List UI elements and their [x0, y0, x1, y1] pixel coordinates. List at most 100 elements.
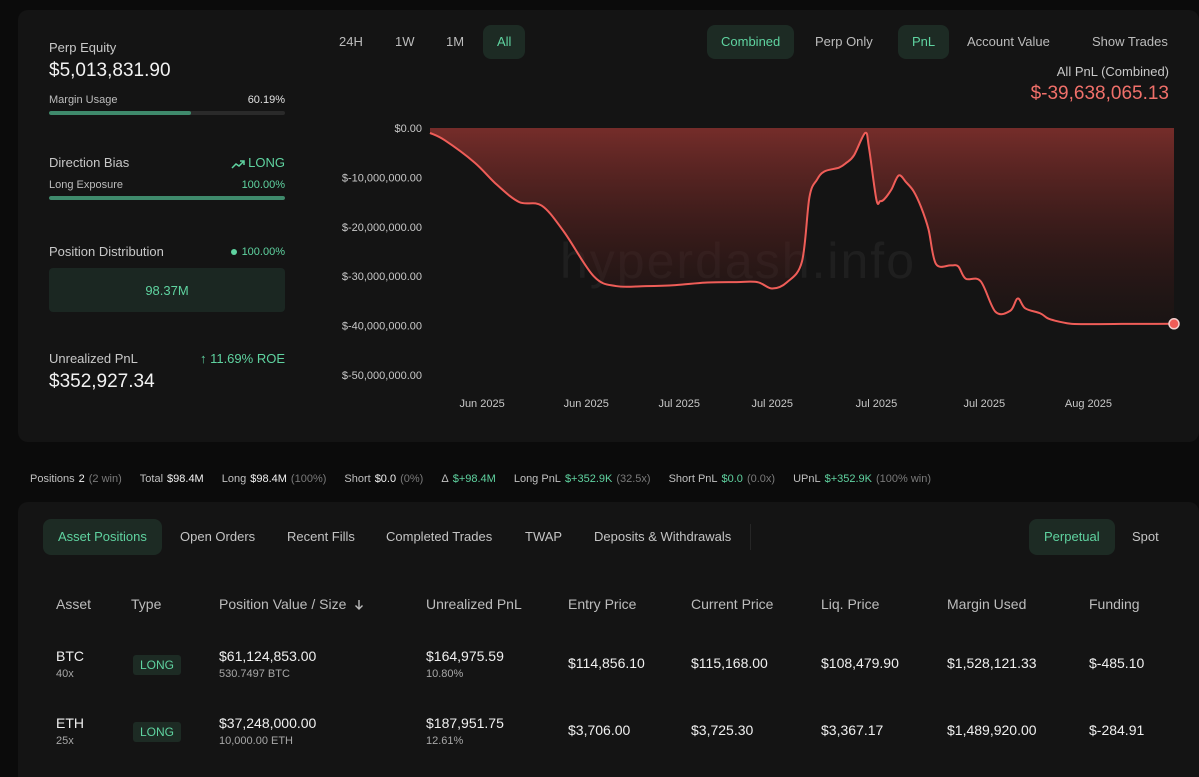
x-tick-label: Jul 2025	[856, 398, 898, 410]
summary-long-pnl: Long PnL $+352.9K (32.5x)	[513, 473, 651, 485]
col-funding[interactable]: Funding	[1089, 596, 1140, 612]
row-type-badge: LONG	[133, 722, 182, 742]
position-distribution-bar[interactable]: 98.37M	[49, 268, 285, 312]
summary-delta: Δ $+98.4M	[441, 473, 496, 485]
x-tick-label: Jun 2025	[564, 398, 609, 410]
mode-perp-only-button[interactable]: Perp Only	[815, 34, 873, 49]
summary-short: Short $0.0 (0%)	[344, 473, 424, 485]
tab-divider	[750, 524, 751, 550]
pnl-end-marker	[1168, 318, 1180, 330]
position-distribution-value-wrap: 100.00%	[230, 245, 285, 258]
tab-completed-trades[interactable]: Completed Trades	[386, 529, 493, 544]
summary-short-pnl: Short PnL $0.0 (0.0x)	[668, 473, 776, 485]
range-all-button[interactable]: All	[483, 25, 526, 59]
y-tick-label: $-30,000,000.00	[342, 271, 422, 283]
perp-equity-label: Perp Equity	[49, 40, 117, 55]
row-current-price: $3,725.30	[691, 722, 754, 738]
tab-perpetual[interactable]: Perpetual	[1029, 519, 1115, 555]
y-tick-label: $-50,000,000.00	[342, 370, 422, 382]
col-margin-used[interactable]: Margin Used	[947, 596, 1027, 612]
tab-twap[interactable]: TWAP	[525, 529, 563, 544]
row-upnl: $164,975.59	[426, 648, 504, 664]
row-margin-used: $1,489,920.00	[947, 722, 1037, 738]
tab-open-orders[interactable]: Open Orders	[180, 529, 256, 544]
pnl-chart[interactable]: $0.00 $-10,000,000.00 $-20,000,000.00 $-30,…	[300, 110, 1180, 415]
chart-title: All PnL (Combined)	[1056, 64, 1169, 79]
summary-positions: Positions 2 (2 win)	[30, 473, 122, 485]
position-distribution-value: 100.00%	[241, 245, 285, 258]
direction-bias-label: Direction Bias	[49, 155, 130, 170]
roe-value: 11.69% ROE	[210, 351, 285, 366]
direction-bias-value: LONG	[248, 155, 285, 170]
positions-summary: Positions 2 (2 win) Total $98.4M Long $98.4M…	[30, 473, 949, 485]
metric-pnl-button[interactable]: PnL	[898, 25, 950, 59]
pnl-area	[430, 128, 1174, 325]
show-trades-button[interactable]: Show Trades	[1092, 34, 1168, 49]
range-1w-button[interactable]: 1W	[395, 34, 415, 49]
col-type[interactable]: Type	[131, 596, 162, 612]
roe-badge: ↑ 11.69% ROE	[200, 351, 285, 366]
row-asset[interactable]: BTC	[56, 648, 84, 664]
x-tick-label: Aug 2025	[1065, 398, 1112, 410]
perp-equity-value: $5,013,831.90	[49, 60, 171, 81]
range-24h-button[interactable]: 24H	[339, 34, 363, 49]
position-distribution-label: Position Distribution	[49, 244, 164, 259]
row-asset[interactable]: ETH	[56, 715, 84, 731]
col-position-value-label: Position Value / Size	[219, 596, 347, 612]
x-tick-label: Jun 2025	[459, 398, 504, 410]
row-leverage: 25x	[56, 735, 74, 747]
summary-long: Long $98.4M (100%)	[221, 473, 327, 485]
row-margin-used: $1,528,121.33	[947, 655, 1037, 671]
metric-account-value-button[interactable]: Account Value	[967, 34, 1050, 49]
row-entry-price: $3,706.00	[568, 722, 631, 738]
trending-up-icon	[231, 159, 245, 169]
row-size: 530.7497 BTC	[219, 668, 290, 680]
long-exposure-bar	[49, 196, 285, 200]
long-exposure-value: 100.00%	[241, 179, 285, 191]
row-position-value: $61,124,853.00	[219, 648, 317, 664]
col-liq-price[interactable]: Liq. Price	[821, 596, 880, 612]
margin-usage-value: 60.19%	[247, 94, 285, 106]
row-leverage: 40x	[56, 668, 74, 680]
row-size: 10,000.00 ETH	[219, 735, 293, 747]
col-unrealized-pnl[interactable]: Unrealized PnL	[426, 596, 522, 612]
tab-spot[interactable]: Spot	[1132, 529, 1159, 544]
row-current-price: $115,168.00	[691, 655, 768, 671]
long-exposure-label: Long Exposure	[49, 179, 123, 191]
chart-total-value: $-39,638,065.13	[1030, 83, 1169, 104]
tab-asset-positions[interactable]: Asset Positions	[43, 519, 162, 555]
y-tick-label: $-40,000,000.00	[342, 321, 422, 333]
margin-usage-bar	[49, 111, 285, 115]
col-entry-price[interactable]: Entry Price	[568, 596, 637, 612]
col-position-value[interactable]: Position Value / Size	[219, 596, 364, 612]
y-tick-label: $0.00	[394, 123, 422, 135]
row-funding: $-284.91	[1089, 722, 1145, 738]
row-upnl-pct: 10.80%	[426, 668, 464, 680]
row-liq-price: $3,367.17	[821, 722, 884, 738]
row-upnl: $187,951.75	[426, 715, 504, 731]
row-entry-price: $114,856.10	[568, 655, 645, 671]
row-funding: $-485.10	[1089, 655, 1145, 671]
summary-total: Total $98.4M	[139, 473, 204, 485]
y-tick-label: $-20,000,000.00	[342, 222, 422, 234]
y-tick-label: $-10,000,000.00	[342, 172, 422, 184]
summary-upnl: UPnL $+352.9K (100% win)	[793, 473, 932, 485]
dot-icon	[230, 248, 237, 255]
row-liq-price: $108,479.90	[821, 655, 899, 671]
long-exposure-fill	[49, 196, 285, 200]
tab-recent-fills[interactable]: Recent Fills	[287, 529, 355, 544]
direction-bias-badge: LONG	[231, 155, 285, 170]
margin-usage-label: Margin Usage	[49, 94, 118, 106]
row-position-value: $37,248,000.00	[219, 715, 317, 731]
x-tick-label: Jul 2025	[751, 398, 793, 410]
mode-combined-button[interactable]: Combined	[707, 25, 795, 59]
range-1m-button[interactable]: 1M	[446, 34, 465, 49]
tab-deposits-withdrawals[interactable]: Deposits & Withdrawals	[594, 529, 732, 544]
margin-usage-fill	[49, 111, 192, 115]
arrow-up-icon: ↑	[199, 351, 211, 366]
col-current-price[interactable]: Current Price	[691, 596, 774, 612]
pnl-line	[429, 131, 1175, 326]
arrow-down-icon	[355, 600, 364, 611]
unrealized-pnl-label: Unrealized PnL	[49, 351, 138, 366]
col-asset[interactable]: Asset	[56, 596, 92, 612]
